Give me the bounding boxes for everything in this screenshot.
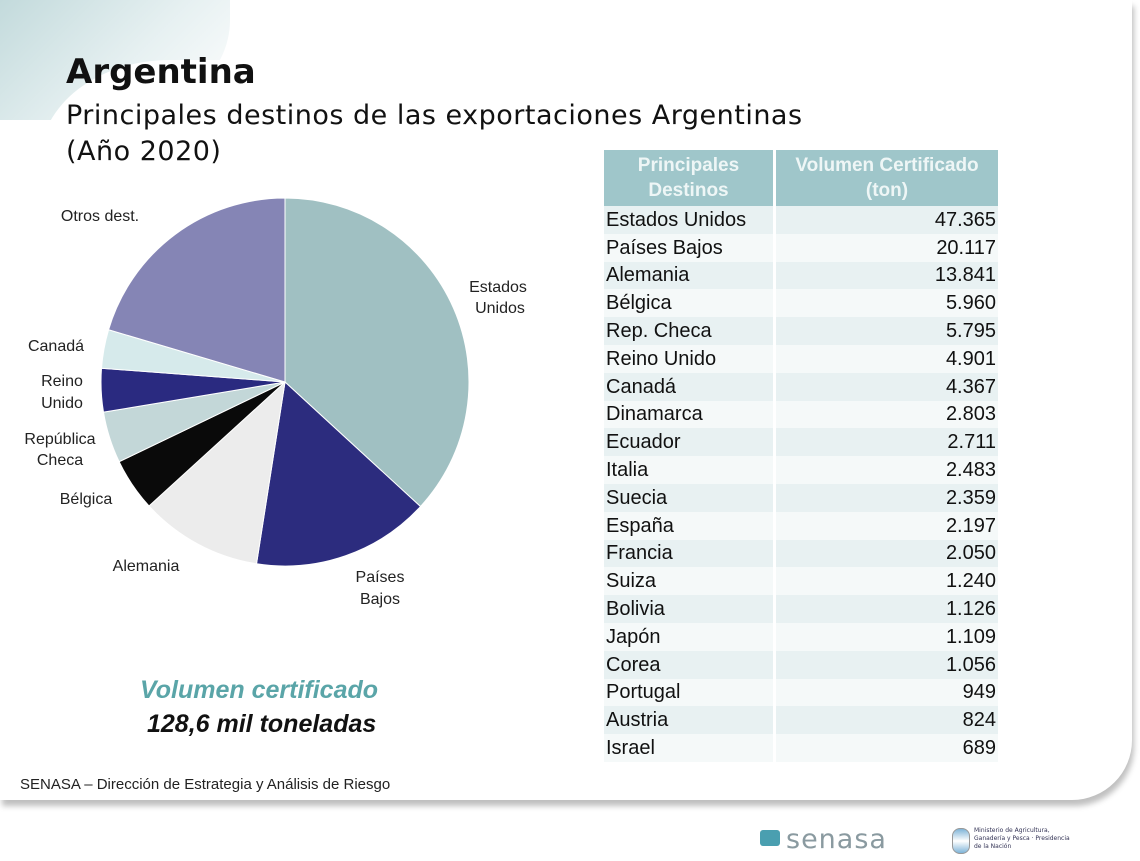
table-row: Bolivia 1.126	[604, 595, 998, 623]
label-canada: Canadá	[28, 338, 84, 355]
page-subtitle: Principales destinos de las exportacione…	[66, 98, 803, 170]
source-note: SENASA – Dirección de Estrategia y Análi…	[20, 776, 391, 793]
table-row: Francia 2.050	[604, 539, 998, 568]
destination-cell: Suecia	[604, 483, 776, 512]
destination-cell: Italia	[604, 456, 776, 484]
pie-slice-otros-dest-	[107, 197, 286, 383]
volume-cell: 1.056	[774, 650, 998, 679]
destination-cell: Reino Unido	[604, 344, 776, 373]
table-row: Bélgica 5.960	[604, 289, 998, 318]
destination-cell: Suiza	[604, 567, 776, 596]
label-otros: Otros dest.	[61, 208, 139, 225]
senasa-logo: senasa	[760, 824, 887, 855]
label-estados-unidos-1: Estados	[469, 279, 527, 296]
volume-cell: 1.109	[774, 622, 998, 651]
pie-chart: Estados Unidos Países Bajos Alemania Bél…	[24, 197, 527, 608]
destination-cell: Bolivia	[604, 595, 776, 623]
table-row: Portugal 949	[604, 678, 998, 707]
label-belgica: Bélgica	[60, 491, 113, 508]
destination-cell: Israel	[604, 734, 776, 762]
header-volumen: Volumen Certificado (ton)	[774, 150, 998, 206]
volume-cell: 2.711	[774, 428, 998, 457]
destination-cell: Dinamarca	[604, 400, 776, 429]
label-republica-checa-1: República	[24, 431, 95, 448]
subtitle-line2: (Año 2020)	[66, 136, 222, 167]
destination-cell: Francia	[604, 539, 776, 568]
header-destinos: Principales Destinos	[604, 150, 776, 206]
volume-cell: 5.795	[774, 317, 998, 345]
summary-value: 128,6 mil toneladas	[147, 710, 377, 738]
destination-cell: Rep. Checa	[604, 317, 776, 345]
volume-cell: 4.367	[774, 372, 998, 401]
destination-cell: Canadá	[604, 372, 776, 401]
destination-cell: Alemania	[604, 261, 776, 290]
table-row: Rep. Checa 5.795	[604, 317, 998, 345]
volume-cell: 949	[774, 678, 998, 707]
volume-cell: 2.050	[774, 539, 998, 568]
ministry-logo: Ministerio de Agricultura, Ganadería y P…	[952, 826, 1072, 856]
table-row: Suiza 1.240	[604, 567, 998, 596]
destination-cell: Japón	[604, 622, 776, 651]
volume-cell: 4.901	[774, 344, 998, 373]
destination-cell: Corea	[604, 650, 776, 679]
destination-cell: Austria	[604, 706, 776, 735]
destination-cell: Ecuador	[604, 428, 776, 457]
page-title: Argentina	[66, 52, 256, 92]
subtitle-line1: Principales destinos de las exportacione…	[66, 100, 803, 131]
destination-cell: Bélgica	[604, 289, 776, 318]
volume-cell: 20.117	[774, 233, 998, 262]
table-row: Estados Unidos 47.365	[604, 206, 998, 234]
table-row: Países Bajos 20.117	[604, 233, 998, 262]
label-republica-checa-2: Checa	[37, 452, 83, 469]
label-reino-unido-2: Unido	[41, 395, 83, 412]
coat-of-arms-icon	[952, 828, 970, 854]
volume-cell: 1.126	[774, 595, 998, 623]
pie-slice-pa-ses-bajos	[255, 380, 422, 567]
volume-cell: 13.841	[774, 261, 998, 290]
label-alemania: Alemania	[113, 558, 180, 575]
table-row: Ecuador 2.711	[604, 428, 998, 457]
table-row: Canadá 4.367	[604, 372, 998, 401]
volume-cell: 5.960	[774, 289, 998, 318]
volume-cell: 824	[774, 706, 998, 735]
destination-cell: Países Bajos	[604, 233, 776, 262]
label-reino-unido-1: Reino	[41, 373, 83, 390]
destinations-table: Principales Destinos Volumen Certificado…	[604, 150, 998, 762]
table-row: Dinamarca 2.803	[604, 400, 998, 429]
volume-cell: 1.240	[774, 567, 998, 596]
table-row: Suecia 2.359	[604, 483, 998, 512]
senasa-logo-mark	[760, 830, 780, 846]
destination-cell: Portugal	[604, 678, 776, 707]
pie-slice-alemania	[148, 380, 286, 565]
table-row: Austria 824	[604, 706, 998, 735]
label-estados-unidos-2: Unidos	[475, 300, 525, 317]
volume-cell: 2.803	[774, 400, 998, 429]
destination-cell: Estados Unidos	[604, 206, 776, 234]
senasa-logo-text: senasa	[786, 824, 887, 855]
label-paises-bajos-2: Bajos	[360, 591, 400, 608]
volume-cell: 689	[774, 734, 998, 762]
destination-cell: España	[604, 511, 776, 540]
table-row: España 2.197	[604, 511, 998, 540]
volume-cell: 2.197	[774, 511, 998, 540]
volume-cell: 2.483	[774, 456, 998, 484]
table-row: Israel 689	[604, 734, 998, 762]
table-row: Italia 2.483	[604, 456, 998, 484]
label-paises-bajos-1: Países	[356, 569, 405, 586]
volume-cell: 47.365	[774, 206, 998, 234]
volume-cell: 2.359	[774, 483, 998, 512]
table-row: Reino Unido 4.901	[604, 344, 998, 373]
pie-slice-estados-unidos	[284, 197, 470, 508]
table-row: Alemania 13.841	[604, 261, 998, 290]
table-row: Japón 1.109	[604, 622, 998, 651]
table-row: Corea 1.056	[604, 650, 998, 679]
summary-label: Volumen certificado	[140, 676, 379, 704]
ministry-text: Ministerio de Agricultura, Ganadería y P…	[974, 827, 1070, 850]
